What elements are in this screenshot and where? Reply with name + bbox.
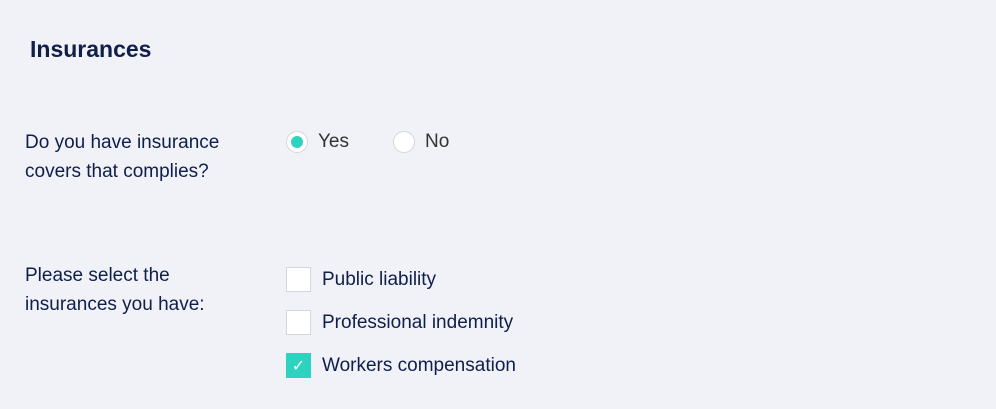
- radio-label: Yes: [318, 131, 349, 152]
- checkbox-workers-compensation[interactable]: ✓ Workers compensation: [286, 353, 516, 378]
- section-title: Insurances: [30, 36, 152, 62]
- radio-unselected-icon[interactable]: [393, 131, 415, 153]
- radio-yes[interactable]: Yes: [286, 131, 349, 153]
- checkmark-icon[interactable]: ✓: [286, 353, 311, 378]
- checkbox-label: Public liability: [322, 268, 437, 290]
- radio-selected-icon[interactable]: [286, 131, 308, 153]
- checkbox-professional-indemnity[interactable]: Professional indemnity: [286, 310, 513, 335]
- checkbox-label: Workers compensation: [322, 354, 516, 376]
- checkbox-icon[interactable]: [286, 267, 311, 292]
- checkbox-public-liability[interactable]: Public liability: [286, 267, 436, 292]
- question-insurance-types: Please select the insurances you have:: [25, 265, 205, 315]
- radio-label: No: [425, 131, 450, 152]
- checkbox-icon[interactable]: [286, 310, 311, 335]
- radio-no[interactable]: No: [393, 131, 449, 153]
- checkbox-label: Professional indemnity: [322, 311, 514, 333]
- question-insurance-compliance: Do you have insurance covers that compli…: [25, 132, 220, 182]
